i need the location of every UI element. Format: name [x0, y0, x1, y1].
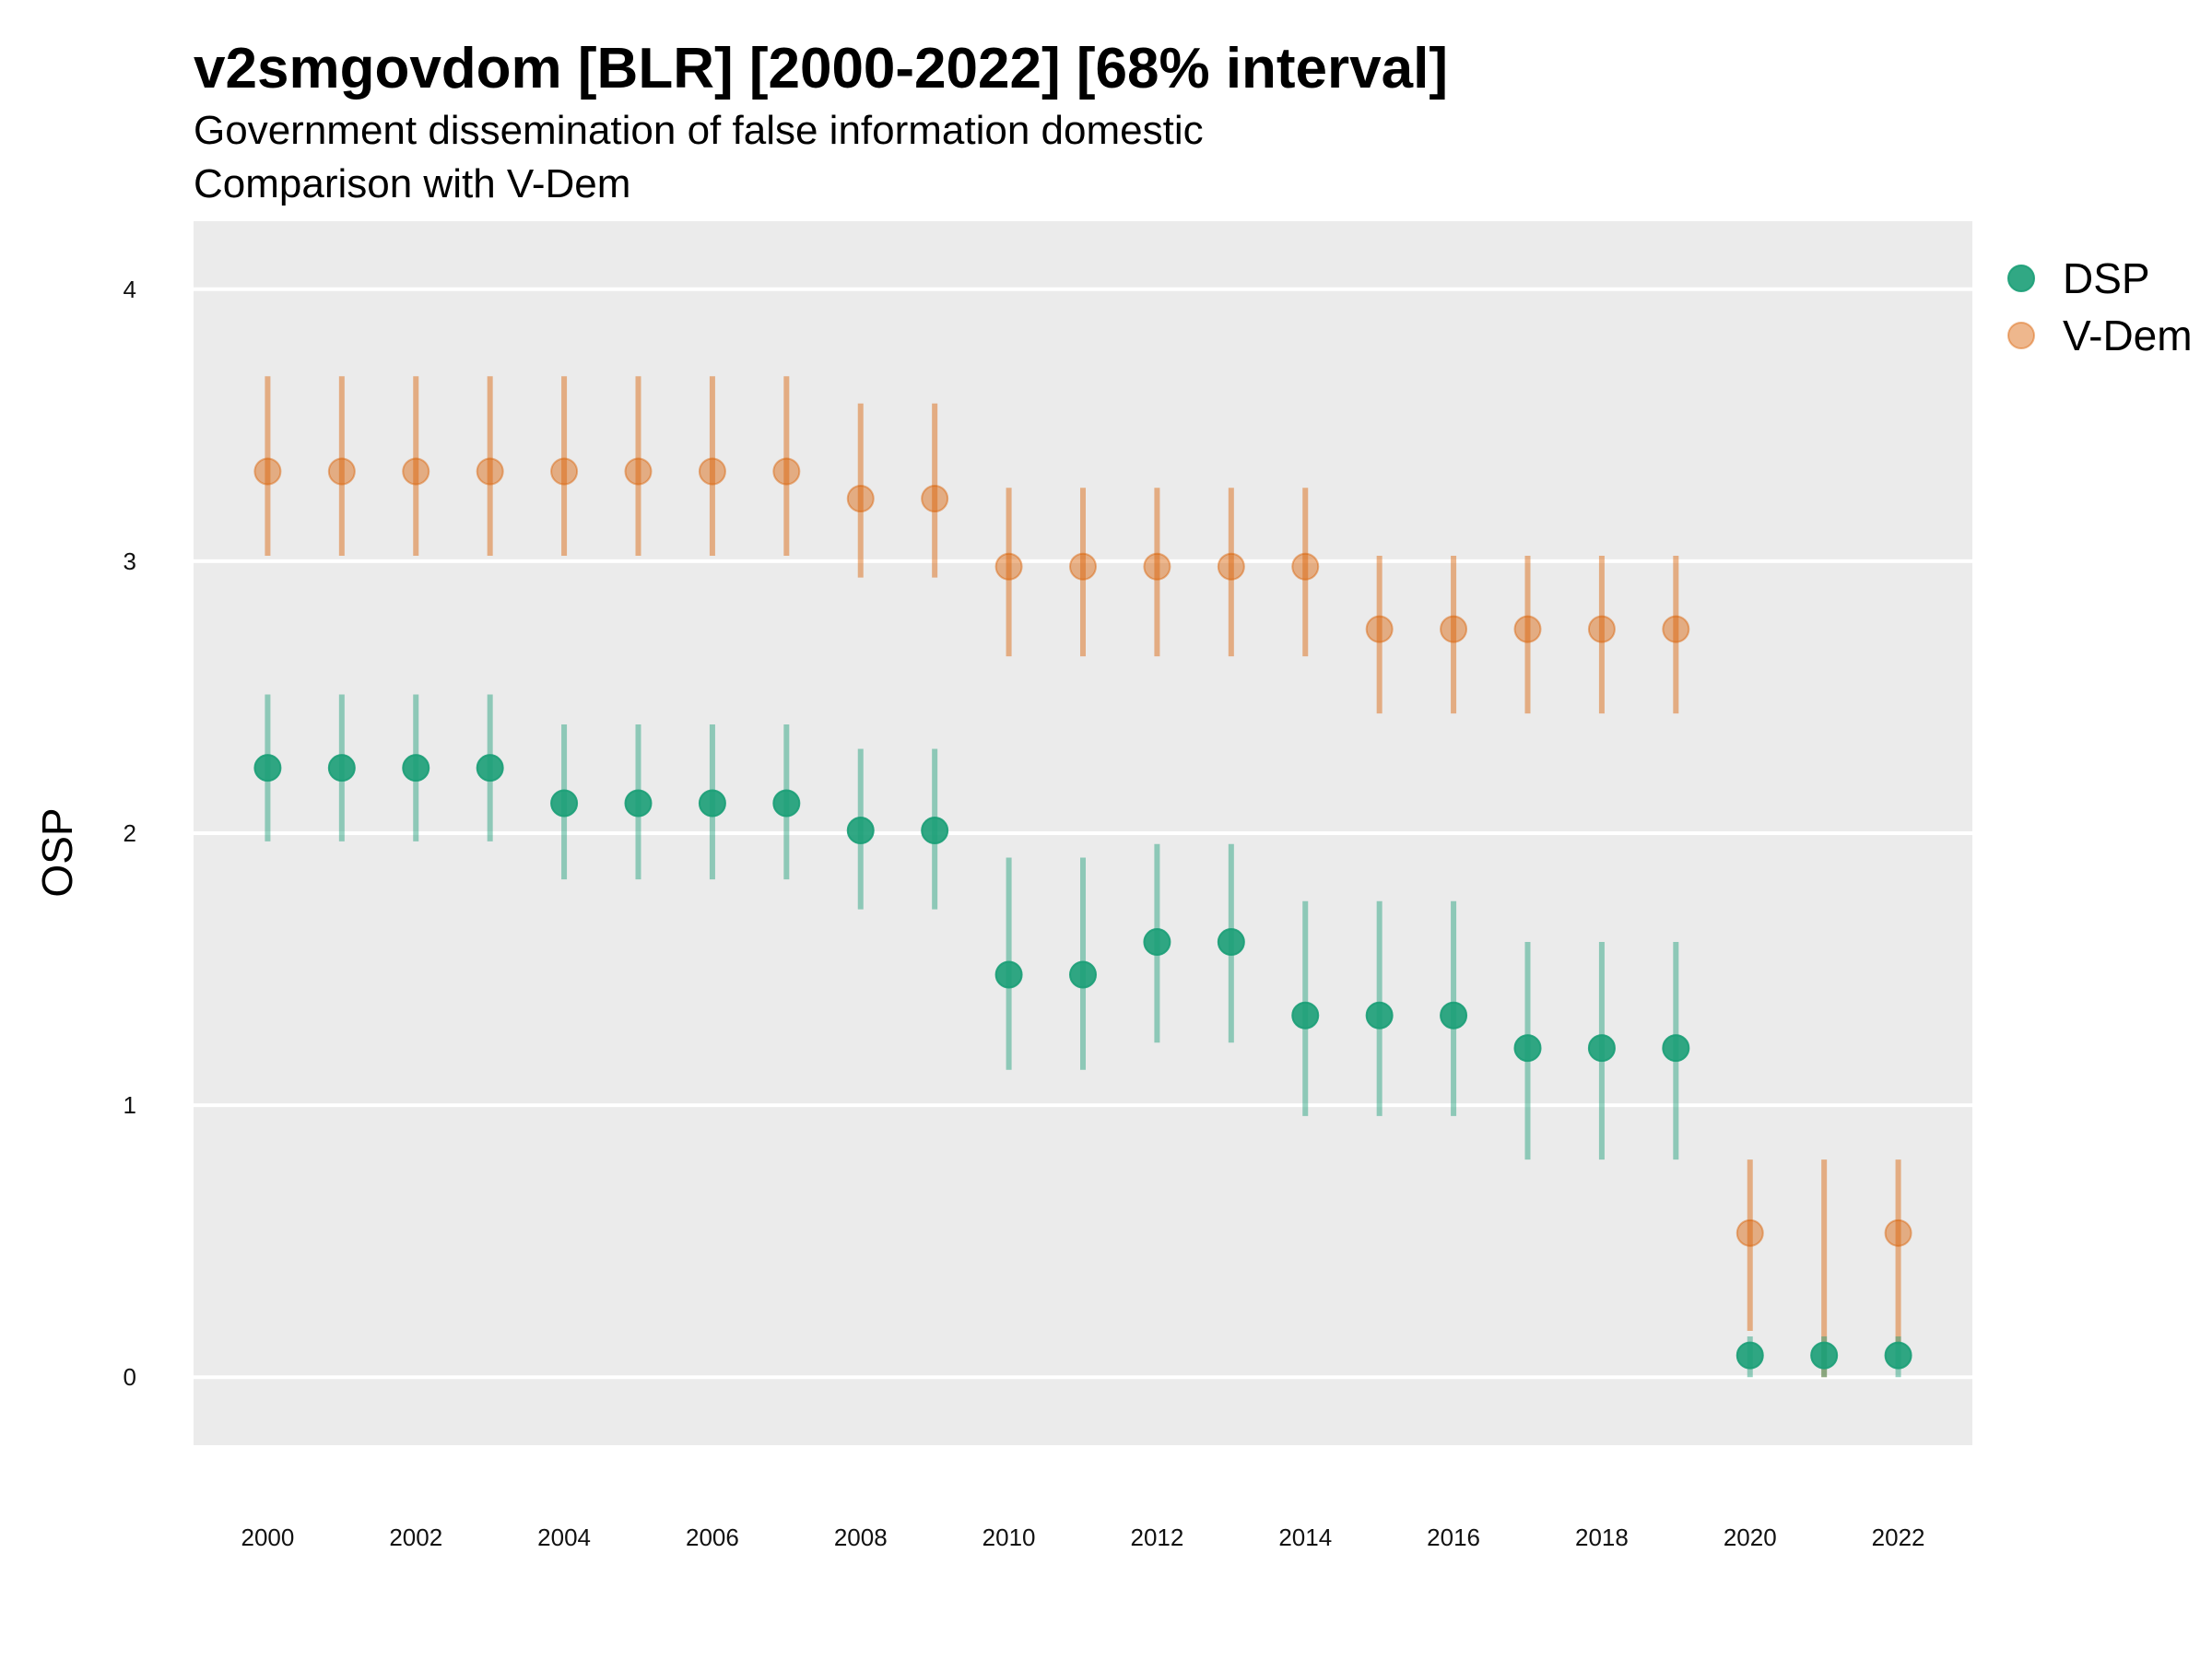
y-tick-label: 3: [124, 547, 136, 575]
legend: DSP V-Dem: [2007, 254, 2193, 359]
dsp-point: [846, 817, 875, 845]
x-tick-label: 2020: [1724, 1524, 1777, 1551]
dsp-point: [1217, 928, 1245, 957]
x-tick-label: 2000: [241, 1524, 294, 1551]
dsp-point: [550, 789, 579, 818]
v-dem-point: [1291, 552, 1320, 581]
dsp-point: [476, 754, 504, 782]
v-dem-point: [772, 457, 801, 486]
v-dem-point: [253, 457, 282, 486]
v-dem-point: [1884, 1218, 1912, 1247]
dsp-point: [994, 960, 1023, 989]
v-dem-point: [1662, 615, 1690, 643]
v-dem-point: [624, 457, 653, 486]
v-dem-point: [550, 457, 579, 486]
v-dem-point: [921, 485, 949, 513]
y-tick-label: 0: [124, 1363, 136, 1391]
legend-key-dsp: [2007, 265, 2035, 292]
x-tick-label: 2014: [1278, 1524, 1332, 1551]
v-dem-point: [1069, 552, 1097, 581]
dsp-point: [327, 754, 356, 782]
dsp-point: [1440, 1001, 1468, 1030]
x-tick-label: 2010: [982, 1524, 1036, 1551]
x-tick-label: 2012: [1130, 1524, 1183, 1551]
v-dem-point: [402, 457, 430, 486]
y-axis-label: OSP: [33, 807, 81, 897]
dsp-point: [1587, 1034, 1616, 1063]
x-tick-label: 2022: [1872, 1524, 1925, 1551]
dsp-point: [402, 754, 430, 782]
v-dem-point: [994, 552, 1023, 581]
y-tick-label: 1: [124, 1091, 136, 1119]
v-dem-point: [1143, 552, 1171, 581]
v-dem-point: [1513, 615, 1542, 643]
dsp-point: [772, 789, 801, 818]
dsp-point: [1365, 1001, 1394, 1030]
chart-subtitle-comparison: Comparison with V-Dem: [194, 161, 630, 206]
dsp-point: [698, 789, 726, 818]
dsp-point: [1810, 1341, 1839, 1370]
v-dem-point: [1587, 615, 1616, 643]
legend-label-v-dem: V-Dem: [2063, 312, 2193, 359]
dsp-point: [1735, 1341, 1764, 1370]
v-dem-point: [1735, 1218, 1764, 1247]
x-tick-label: 2016: [1427, 1524, 1480, 1551]
dsp-point: [1662, 1034, 1690, 1063]
y-tick-labels: 0 1 2 3 4: [124, 276, 136, 1391]
x-tick-label: 2018: [1575, 1524, 1629, 1551]
y-tick-label: 4: [124, 276, 136, 303]
data-points: [253, 457, 1912, 1370]
v-dem-point: [1217, 552, 1245, 581]
dsp-point: [253, 754, 282, 782]
x-tick-label: 2002: [389, 1524, 442, 1551]
dsp-point: [1291, 1001, 1320, 1030]
dsp-point: [1143, 928, 1171, 957]
legend-key-v-dem: [2007, 322, 2035, 349]
x-tick-label: 2004: [537, 1524, 591, 1551]
dsp-point: [624, 789, 653, 818]
v-dem-point: [476, 457, 504, 486]
v-dem-point: [1440, 615, 1468, 643]
legend-label-dsp: DSP: [2063, 254, 2150, 302]
dsp-point: [1513, 1034, 1542, 1063]
dsp-point: [1069, 960, 1097, 989]
v-dem-point: [846, 485, 875, 513]
x-tick-label: 2008: [834, 1524, 888, 1551]
x-tick-labels: 2000 2002 2004 2006 2008 2010 2012 2014 2016 2018…: [241, 1524, 1924, 1551]
y-tick-label: 2: [124, 819, 136, 847]
v-dem-point: [327, 457, 356, 486]
dsp-point: [921, 817, 949, 845]
grid-lines: [194, 287, 1972, 1380]
x-tick-label: 2006: [686, 1524, 739, 1551]
chart-subtitle: Government dissemination of false inform…: [194, 108, 1204, 153]
v-dem-point: [1365, 615, 1394, 643]
chart-title: v2smgovdom [BLR] [2000-2022] [68% interv…: [194, 37, 1448, 100]
v-dem-point: [698, 457, 726, 486]
dsp-point: [1884, 1341, 1912, 1370]
